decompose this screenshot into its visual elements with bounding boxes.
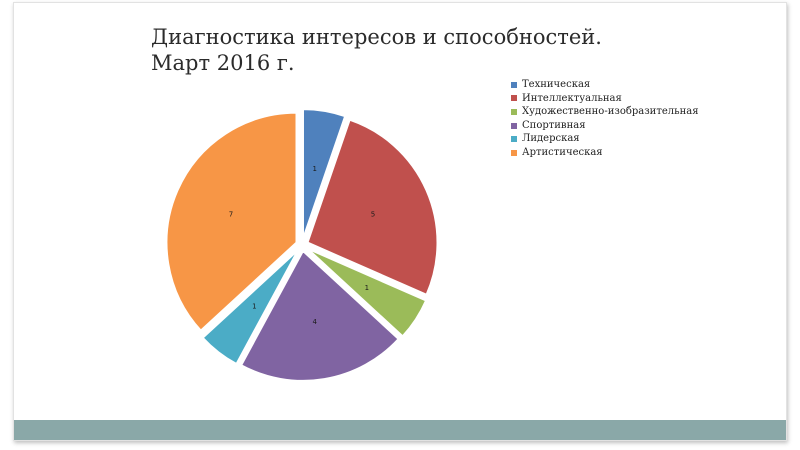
legend-swatch: [511, 122, 517, 129]
legend-item-2: Интеллектуальная: [511, 92, 699, 106]
chart-title-line-1: Диагностика интересов и способностей.: [151, 25, 602, 49]
legend-item-5: Лидерская: [511, 132, 699, 146]
slide-bottom-bar: [14, 420, 786, 440]
pie-data-label-5: 1: [252, 303, 256, 311]
pie-data-label-1: 1: [313, 165, 317, 173]
pie-slice-5: [201, 248, 300, 366]
legend-swatch: [511, 95, 517, 102]
pie-slice-4: [239, 249, 401, 382]
pie-data-label-3: 1: [365, 284, 369, 292]
slide: [13, 2, 787, 441]
legend-label: Лидерская: [522, 133, 580, 145]
pie-slice-3: [306, 247, 428, 338]
legend-item-6: Артистическая: [511, 146, 699, 160]
legend-label: Художественно-изобразительная: [522, 106, 699, 118]
legend-label: Интеллектуальная: [522, 92, 622, 104]
legend-label: Артистическая: [522, 146, 603, 158]
pie-data-label-2: 5: [371, 210, 375, 218]
legend-swatch: [511, 149, 517, 156]
legend-swatch: [511, 108, 517, 115]
legend-swatch: [511, 136, 517, 143]
legend-label: Техническая: [522, 79, 591, 90]
pie-data-label-6: 7: [229, 210, 233, 218]
pie-slice-1: [301, 108, 347, 240]
legend-label: Спортивная: [522, 119, 586, 131]
legend-swatch: [511, 81, 517, 88]
pie-slice-6: [165, 111, 298, 333]
pie-data-label-4: 4: [313, 318, 318, 326]
legend-item-4: Спортивная: [511, 119, 699, 133]
pie-slice-2: [306, 118, 439, 297]
chart-legend: Техническая Интеллектуальная Художественно…: [511, 78, 699, 160]
legend-item-3: Художественно-изобразительная: [511, 105, 699, 119]
chart-title-line-2: Март 2016 г.: [151, 51, 295, 75]
legend-item-1: Техническая: [511, 78, 699, 92]
chart-title: Диагностика интересов и способностей. Ма…: [151, 24, 602, 76]
